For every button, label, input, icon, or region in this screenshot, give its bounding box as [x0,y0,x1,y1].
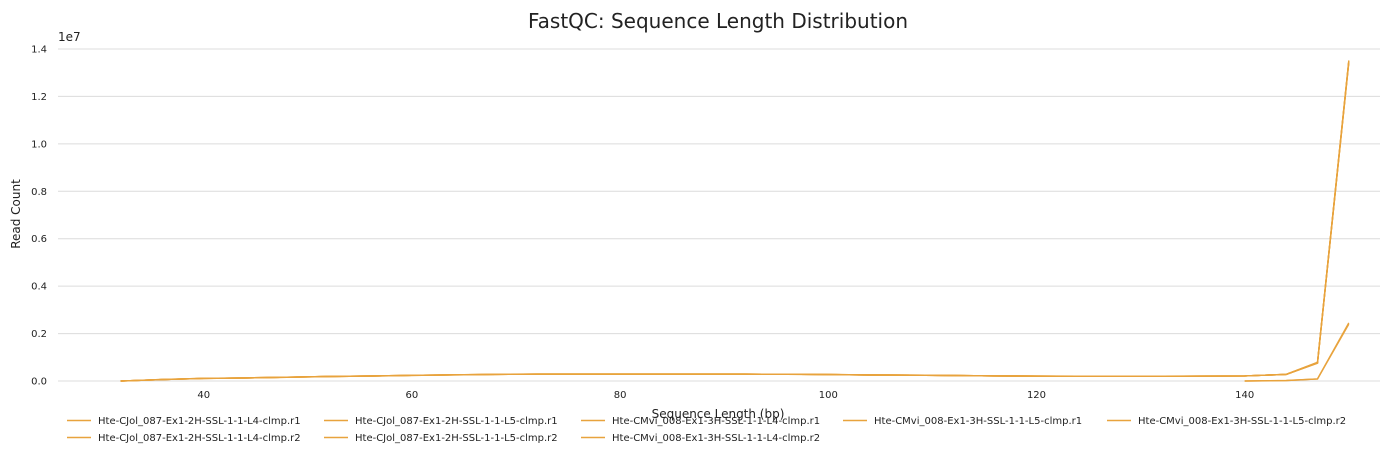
y-tick-label: 1.4 [31,45,47,56]
y-tick-label: 0.2 [31,329,47,340]
legend-item[interactable]: Hte-CMvi_008-Ex1-3H-SSL-1-1-L4-clmp.r1 [581,416,820,427]
legend-item[interactable]: Hte-CMvi_008-Ex1-3H-SSL-1-1-L5-clmp.r2 [1107,416,1346,427]
legend-label: Hte-CMvi_008-Ex1-3H-SSL-1-1-L4-clmp.r1 [612,416,820,427]
x-tick-label: 80 [614,390,627,401]
legend-item[interactable]: Hte-CMvi_008-Ex1-3H-SSL-1-1-L4-clmp.r2 [581,433,820,444]
y-tick-label: 0.4 [31,282,47,293]
y-tick-label: 1.0 [31,139,47,150]
legend-item[interactable]: Hte-CJol_087-Ex1-2H-SSL-1-1-L5-clmp.r2 [324,433,558,444]
y-axis-label: Read Count [9,179,23,249]
legend-label: Hte-CJol_087-Ex1-2H-SSL-1-1-L5-clmp.r1 [355,416,558,427]
axis-ticks: 0.0 0.2 0.4 0.6 0.8 1.0 1.2 1.4 40 60 80 100 120 140 [31,45,1254,402]
legend-label: Hte-CMvi_008-Ex1-3H-SSL-1-1-L4-clmp.r2 [612,433,820,444]
x-tick-label: 60 [406,390,419,401]
series-line-6 [120,61,1350,382]
series-line-3 [120,61,1350,382]
y-tick-label: 1.2 [31,92,47,103]
y-axis-multiplier: 1e7 [58,30,81,44]
series-lines [120,60,1350,382]
grid-lines [58,48,1380,382]
series-line-1 [120,60,1350,382]
x-tick-label: 140 [1235,390,1254,401]
x-axis-label: Sequence Length (bp) [652,407,785,421]
legend-item[interactable]: Hte-CJol_087-Ex1-2H-SSL-1-1-L4-clmp.r2 [67,433,301,444]
legend-label: Hte-CJol_087-Ex1-2H-SSL-1-1-L5-clmp.r2 [355,433,558,444]
series-line-5 [120,60,1350,382]
legend-label: Hte-CMvi_008-Ex1-3H-SSL-1-1-L5-clmp.r2 [1138,416,1346,427]
y-tick-label: 0.6 [31,234,47,245]
series-line-8 [1244,323,1350,382]
x-tick-label: 100 [819,390,838,401]
legend-item[interactable]: Hte-CJol_087-Ex1-2H-SSL-1-1-L4-clmp.r1 [67,416,301,427]
legend-item[interactable]: Hte-CMvi_008-Ex1-3H-SSL-1-1-L5-clmp.r1 [843,416,1082,427]
y-tick-label: 0.0 [31,377,47,388]
x-tick-label: 40 [197,390,210,401]
legend-label: Hte-CJol_087-Ex1-2H-SSL-1-1-L4-clmp.r2 [98,433,301,444]
legend-label: Hte-CMvi_008-Ex1-3H-SSL-1-1-L5-clmp.r1 [874,416,1082,427]
chart-title: FastQC: Sequence Length Distribution [528,9,908,33]
legend-item[interactable]: Hte-CJol_087-Ex1-2H-SSL-1-1-L5-clmp.r1 [324,416,558,427]
legend-label: Hte-CJol_087-Ex1-2H-SSL-1-1-L4-clmp.r1 [98,416,301,427]
y-tick-label: 0.8 [31,187,47,198]
legend[interactable]: Hte-CJol_087-Ex1-2H-SSL-1-1-L4-clmp.r1 Ht… [67,416,1346,444]
x-tick-label: 120 [1027,390,1046,401]
